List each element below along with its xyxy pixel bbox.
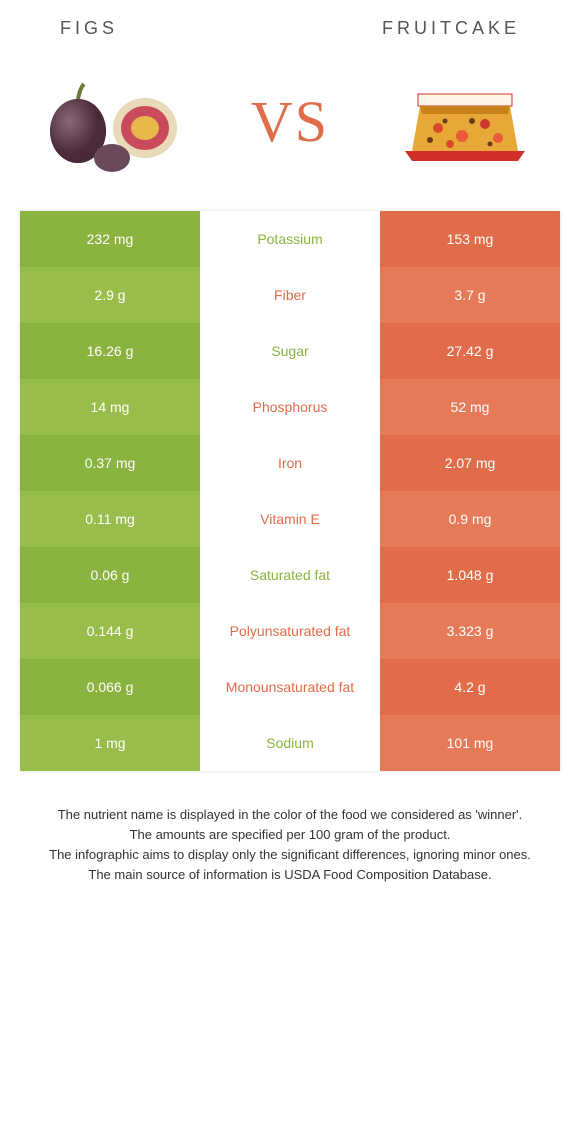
left-value: 2.9 g xyxy=(20,267,200,323)
left-value: 0.06 g xyxy=(20,547,200,603)
right-value: 4.2 g xyxy=(380,659,560,715)
fruitcake-icon xyxy=(390,66,540,176)
fruitcake-image xyxy=(390,61,540,181)
figs-image xyxy=(40,61,190,181)
right-value: 3.323 g xyxy=(380,603,560,659)
nutrient-name: Phosphorus xyxy=(200,379,380,435)
nutrient-name: Saturated fat xyxy=(200,547,380,603)
right-value: 52 mg xyxy=(380,379,560,435)
nutrient-tbody: 232 mgPotassium153 mg2.9 gFiber3.7 g16.2… xyxy=(20,211,560,771)
hero-row: VS xyxy=(0,51,580,211)
nutrient-name: Vitamin E xyxy=(200,491,380,547)
footer-line: The amounts are specified per 100 gram o… xyxy=(30,825,550,845)
right-value: 0.9 mg xyxy=(380,491,560,547)
nutrient-name: Sodium xyxy=(200,715,380,771)
footer-notes: The nutrient name is displayed in the co… xyxy=(0,771,580,906)
left-food-title: FIGS xyxy=(60,18,118,39)
nutrient-name: Sugar xyxy=(200,323,380,379)
left-value: 0.11 mg xyxy=(20,491,200,547)
right-value: 2.07 mg xyxy=(380,435,560,491)
table-row: 0.144 gPolyunsaturated fat3.323 g xyxy=(20,603,560,659)
table-row: 1 mgSodium101 mg xyxy=(20,715,560,771)
nutrient-table: 232 mgPotassium153 mg2.9 gFiber3.7 g16.2… xyxy=(20,211,560,771)
left-value: 1 mg xyxy=(20,715,200,771)
right-value: 27.42 g xyxy=(380,323,560,379)
right-value: 3.7 g xyxy=(380,267,560,323)
left-value: 232 mg xyxy=(20,211,200,267)
table-row: 232 mgPotassium153 mg xyxy=(20,211,560,267)
nutrient-name: Potassium xyxy=(200,211,380,267)
nutrient-name: Polyunsaturated fat xyxy=(200,603,380,659)
left-value: 0.066 g xyxy=(20,659,200,715)
vs-label: VS xyxy=(251,88,329,155)
right-value: 1.048 g xyxy=(380,547,560,603)
left-value: 14 mg xyxy=(20,379,200,435)
table-row: 0.11 mgVitamin E0.9 mg xyxy=(20,491,560,547)
header-row: FIGS FRUITCAKE xyxy=(0,0,580,51)
right-value: 153 mg xyxy=(380,211,560,267)
left-value: 16.26 g xyxy=(20,323,200,379)
left-value: 0.37 mg xyxy=(20,435,200,491)
table-row: 14 mgPhosphorus52 mg xyxy=(20,379,560,435)
nutrient-name: Iron xyxy=(200,435,380,491)
table-row: 0.06 gSaturated fat1.048 g xyxy=(20,547,560,603)
table-row: 0.37 mgIron2.07 mg xyxy=(20,435,560,491)
footer-line: The nutrient name is displayed in the co… xyxy=(30,805,550,825)
table-row: 16.26 gSugar27.42 g xyxy=(20,323,560,379)
nutrient-name: Monounsaturated fat xyxy=(200,659,380,715)
right-food-title: FRUITCAKE xyxy=(382,18,520,39)
footer-line: The infographic aims to display only the… xyxy=(30,845,550,865)
table-row: 0.066 gMonounsaturated fat4.2 g xyxy=(20,659,560,715)
right-value: 101 mg xyxy=(380,715,560,771)
nutrient-name: Fiber xyxy=(200,267,380,323)
left-value: 0.144 g xyxy=(20,603,200,659)
figs-icon xyxy=(40,66,190,176)
table-row: 2.9 gFiber3.7 g xyxy=(20,267,560,323)
footer-line: The main source of information is USDA F… xyxy=(30,865,550,885)
